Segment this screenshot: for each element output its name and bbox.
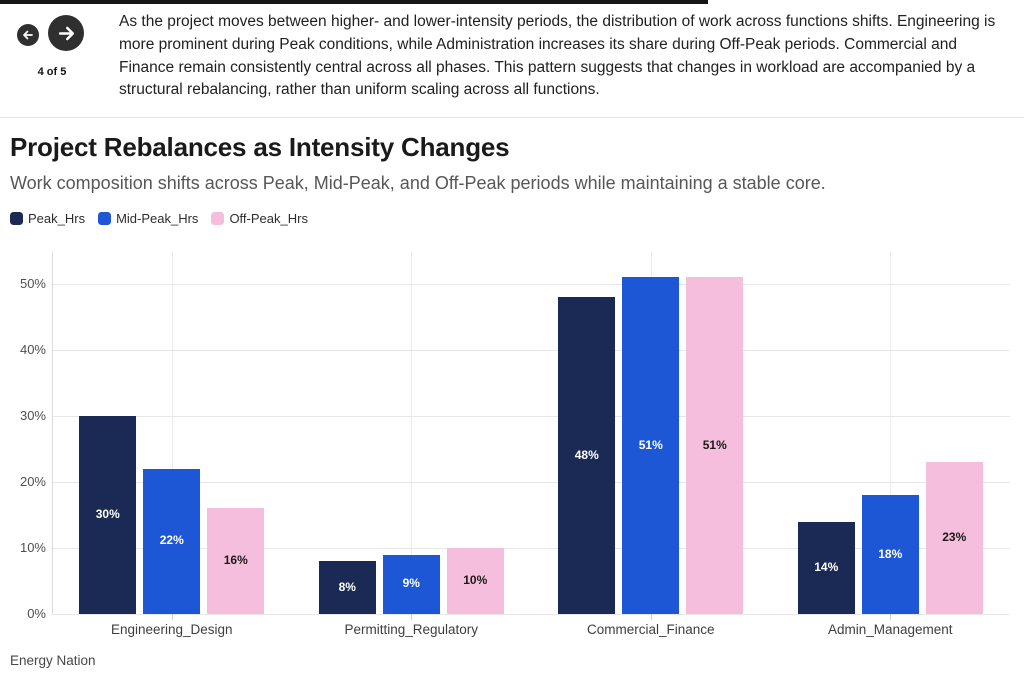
y-gridline xyxy=(52,350,1010,351)
legend-item-0: Peak_Hrs xyxy=(10,211,85,226)
bar xyxy=(382,554,440,614)
bar xyxy=(861,495,919,614)
bar-value-label: 16% xyxy=(223,553,248,568)
bar-value-label: 30% xyxy=(95,507,120,521)
prev-button[interactable] xyxy=(17,24,39,46)
bar xyxy=(143,468,201,614)
y-tick-label: 30% xyxy=(19,408,46,423)
chart-legend: Peak_Hrs Mid-Peak_Hrs Off-Peak_Hrs xyxy=(10,211,308,226)
page-counter: 4 of 5 xyxy=(37,66,67,78)
legend-swatch-icon xyxy=(10,212,23,225)
bar xyxy=(446,548,504,614)
x-gridline xyxy=(890,252,892,614)
x-gridline xyxy=(171,252,173,614)
x-tick-mark xyxy=(171,614,173,620)
y-gridline xyxy=(52,284,1010,285)
bar-value-label: 8% xyxy=(338,579,356,594)
x-tick-mark xyxy=(890,614,892,620)
y-gridline xyxy=(52,548,1010,549)
bar-value-label: 22% xyxy=(159,533,184,548)
y-tick-label: 20% xyxy=(19,474,46,489)
slide-description: As the project moves between higher- and… xyxy=(119,13,996,99)
x-tick-label: Admin_Management xyxy=(827,622,953,637)
y-gridline xyxy=(52,416,1010,417)
legend-item-label: Off-Peak_Hrs xyxy=(229,211,308,226)
chart-subtitle: Work composition shifts across Peak, Mid… xyxy=(10,173,826,193)
legend-swatch-icon xyxy=(211,212,225,225)
bar-value-label: 18% xyxy=(878,546,903,561)
y-tick-label: 10% xyxy=(19,540,46,555)
y-tick-label: 40% xyxy=(19,342,46,357)
bar xyxy=(318,561,376,614)
bar xyxy=(925,462,983,614)
legend-item-label: Mid-Peak_Hrs xyxy=(116,211,199,226)
bar xyxy=(686,277,744,614)
source-label: Energy Nation xyxy=(10,653,96,668)
bar-value-label: 9% xyxy=(402,576,420,591)
y-tick-label: 50% xyxy=(19,276,46,291)
x-tick-label: Engineering_Design xyxy=(110,622,233,637)
x-tick-mark xyxy=(650,614,652,620)
y-gridline xyxy=(52,482,1010,483)
chart-title: Project Rebalances as Intensity Changes xyxy=(10,132,510,162)
bar xyxy=(622,277,680,614)
bar xyxy=(797,521,855,614)
bar-value-label: 48% xyxy=(574,447,599,462)
bar-value-label: 51% xyxy=(702,437,727,452)
x-tick-label: Commercial_Finance xyxy=(586,622,715,637)
header-divider xyxy=(0,117,1024,118)
bar-value-label: 23% xyxy=(942,530,967,545)
y-gridline xyxy=(52,614,1010,615)
top-rule xyxy=(0,0,708,4)
y-tick-label: 0% xyxy=(27,606,46,621)
bar-value-label: 51% xyxy=(638,437,663,452)
x-tick-mark xyxy=(411,614,413,620)
arrow-right-icon xyxy=(57,24,76,43)
bar xyxy=(79,416,137,614)
x-gridline xyxy=(411,252,413,614)
bar-value-label: 10% xyxy=(463,573,488,587)
y-axis-line xyxy=(52,252,53,614)
arrow-left-icon xyxy=(22,29,34,41)
legend-item-label: Peak_Hrs xyxy=(28,211,86,226)
legend-swatch-icon xyxy=(98,212,112,225)
x-tick-label: Permitting_Regulatory xyxy=(344,622,479,637)
bar xyxy=(558,297,616,614)
bar xyxy=(207,508,265,614)
next-button[interactable] xyxy=(48,15,84,51)
legend-item-1: Mid-Peak_Hrs xyxy=(98,211,198,226)
bar-value-label: 14% xyxy=(814,559,839,574)
legend-item-2: Off-Peak_Hrs xyxy=(211,211,308,226)
